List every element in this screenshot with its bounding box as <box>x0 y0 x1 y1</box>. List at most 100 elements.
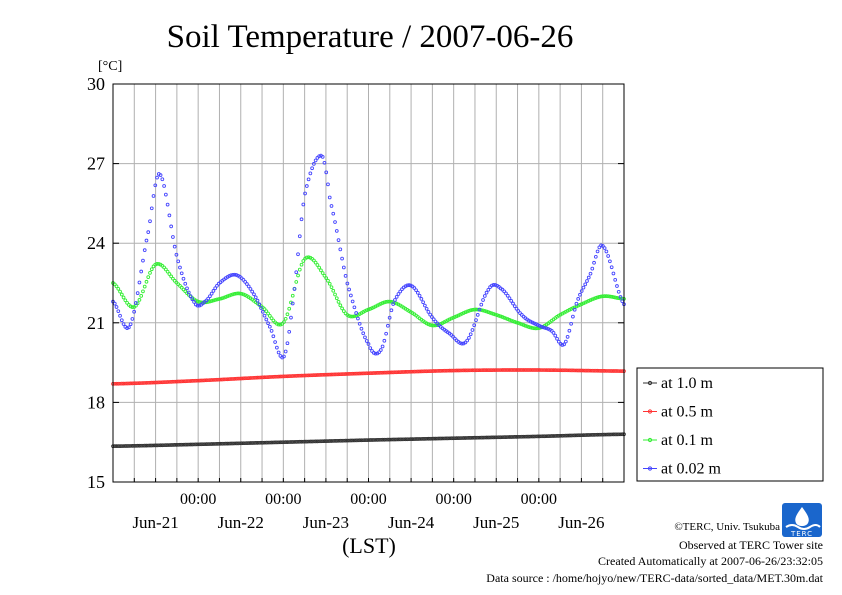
data-point <box>179 379 184 384</box>
data-point <box>171 276 175 281</box>
series-at-0-5-m <box>111 368 626 386</box>
data-point <box>225 441 230 446</box>
data-point <box>269 316 274 321</box>
data-point <box>615 284 619 288</box>
data-point <box>401 370 406 374</box>
data-point <box>213 377 218 382</box>
data-point <box>599 243 603 248</box>
data-point <box>269 375 274 379</box>
data-point <box>482 309 487 313</box>
data-point <box>421 300 425 305</box>
data-point <box>595 249 600 254</box>
data-point <box>146 230 151 234</box>
data-point <box>322 439 327 444</box>
data-point <box>262 440 267 445</box>
data-point <box>382 338 387 343</box>
data-point <box>380 301 385 305</box>
data-point <box>285 374 290 379</box>
data-point <box>266 321 270 326</box>
data-point <box>267 375 272 379</box>
data-point <box>435 436 440 441</box>
data-point <box>590 433 595 437</box>
data-point <box>539 324 544 329</box>
series-at-1-0-m <box>111 432 626 449</box>
data-point <box>500 435 505 440</box>
data-point <box>562 368 566 373</box>
data-point <box>331 439 336 443</box>
data-point <box>465 309 470 314</box>
data-point <box>297 267 302 272</box>
data-point <box>463 310 468 315</box>
data-point <box>211 378 216 382</box>
data-point <box>317 439 322 444</box>
y-tick-label: 24 <box>87 233 105 253</box>
data-point <box>421 437 425 441</box>
data-point <box>548 434 552 438</box>
data-point <box>322 160 327 165</box>
data-point <box>456 436 461 440</box>
data-point <box>484 290 489 295</box>
data-point <box>285 341 290 346</box>
data-point <box>475 368 480 373</box>
data-point <box>260 309 265 314</box>
data-point <box>112 301 117 306</box>
data-point <box>415 290 420 295</box>
data-point <box>319 373 323 377</box>
data-point <box>313 158 318 163</box>
data-point <box>241 292 246 297</box>
data-point <box>340 256 344 261</box>
data-point <box>289 374 293 378</box>
data-point <box>474 318 478 322</box>
data-point <box>493 368 498 372</box>
data-point <box>220 296 225 301</box>
data-point <box>308 439 313 444</box>
x-date-label: Jun-21 <box>132 513 178 532</box>
data-point <box>491 368 496 372</box>
data-point <box>525 324 529 329</box>
data-point <box>334 372 339 377</box>
y-tick-label: 27 <box>87 154 105 174</box>
data-point <box>609 294 614 299</box>
data-point <box>144 279 149 284</box>
data-point <box>255 298 260 303</box>
data-point <box>118 444 122 448</box>
data-point <box>350 299 355 304</box>
data-point <box>449 316 454 321</box>
data-point <box>590 266 595 271</box>
data-point <box>135 443 140 448</box>
data-point <box>290 301 295 306</box>
data-point <box>504 435 508 439</box>
data-point <box>239 291 244 296</box>
data-point <box>162 184 166 188</box>
data-point <box>271 440 276 445</box>
data-point <box>433 323 438 328</box>
data-point <box>312 258 316 263</box>
data-point <box>530 368 535 372</box>
data-point <box>181 379 186 384</box>
data-point <box>578 368 582 373</box>
data-point <box>430 369 434 373</box>
data-point <box>588 368 593 373</box>
data-point <box>583 282 588 287</box>
data-point <box>287 374 292 378</box>
data-point <box>155 380 159 385</box>
data-point <box>534 326 538 331</box>
data-point <box>310 439 314 444</box>
data-point <box>407 283 411 287</box>
data-point <box>461 368 466 373</box>
data-point <box>537 368 542 372</box>
data-point <box>345 372 350 376</box>
data-point <box>356 371 360 376</box>
data-point <box>493 283 498 287</box>
data-point <box>222 441 226 446</box>
data-point <box>125 381 129 386</box>
data-point <box>299 373 304 378</box>
data-point <box>116 444 121 448</box>
data-point <box>320 372 325 377</box>
data-point <box>336 300 341 304</box>
data-point <box>456 313 461 318</box>
data-point <box>155 262 159 266</box>
data-point <box>514 320 519 325</box>
data-point <box>216 297 221 301</box>
data-point <box>238 441 242 446</box>
